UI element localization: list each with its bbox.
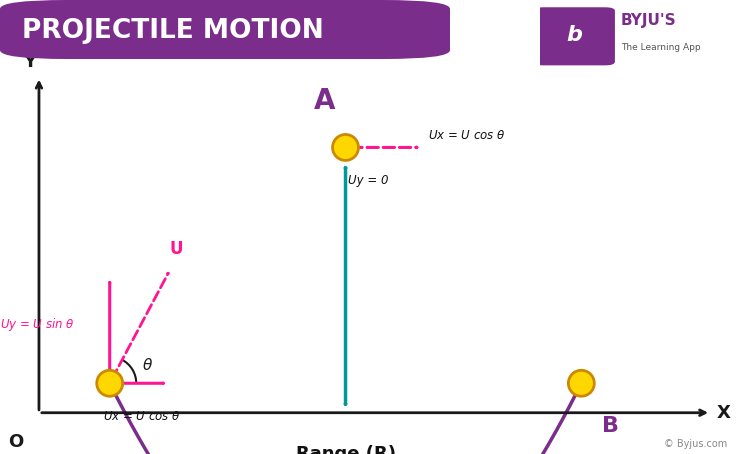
Text: Ux = U cos $\theta$: Ux = U cos $\theta$ [428, 128, 506, 142]
Text: O: O [8, 434, 23, 451]
FancyBboxPatch shape [534, 7, 615, 65]
Text: X: X [717, 404, 730, 422]
Text: © Byjus.com: © Byjus.com [664, 439, 728, 449]
Text: BYJU'S: BYJU'S [621, 13, 676, 28]
Circle shape [97, 370, 123, 396]
Text: The Learning App: The Learning App [621, 43, 701, 52]
FancyArrowPatch shape [112, 273, 168, 379]
Circle shape [568, 370, 594, 396]
Text: PROJECTILE MOTION: PROJECTILE MOTION [22, 18, 324, 44]
Text: U: U [170, 240, 183, 258]
Text: B: B [602, 416, 619, 436]
Text: b: b [566, 25, 582, 45]
Text: Y: Y [23, 53, 37, 71]
Text: Uy = 0: Uy = 0 [349, 174, 389, 187]
FancyBboxPatch shape [0, 0, 450, 59]
Text: A: A [314, 87, 336, 115]
Circle shape [332, 134, 358, 160]
Text: Range (R): Range (R) [296, 445, 395, 454]
Text: Ux = U cos $\theta$: Ux = U cos $\theta$ [104, 410, 181, 423]
Text: $\theta$: $\theta$ [142, 357, 153, 373]
Text: Uy = U sin $\theta$: Uy = U sin $\theta$ [0, 316, 74, 333]
